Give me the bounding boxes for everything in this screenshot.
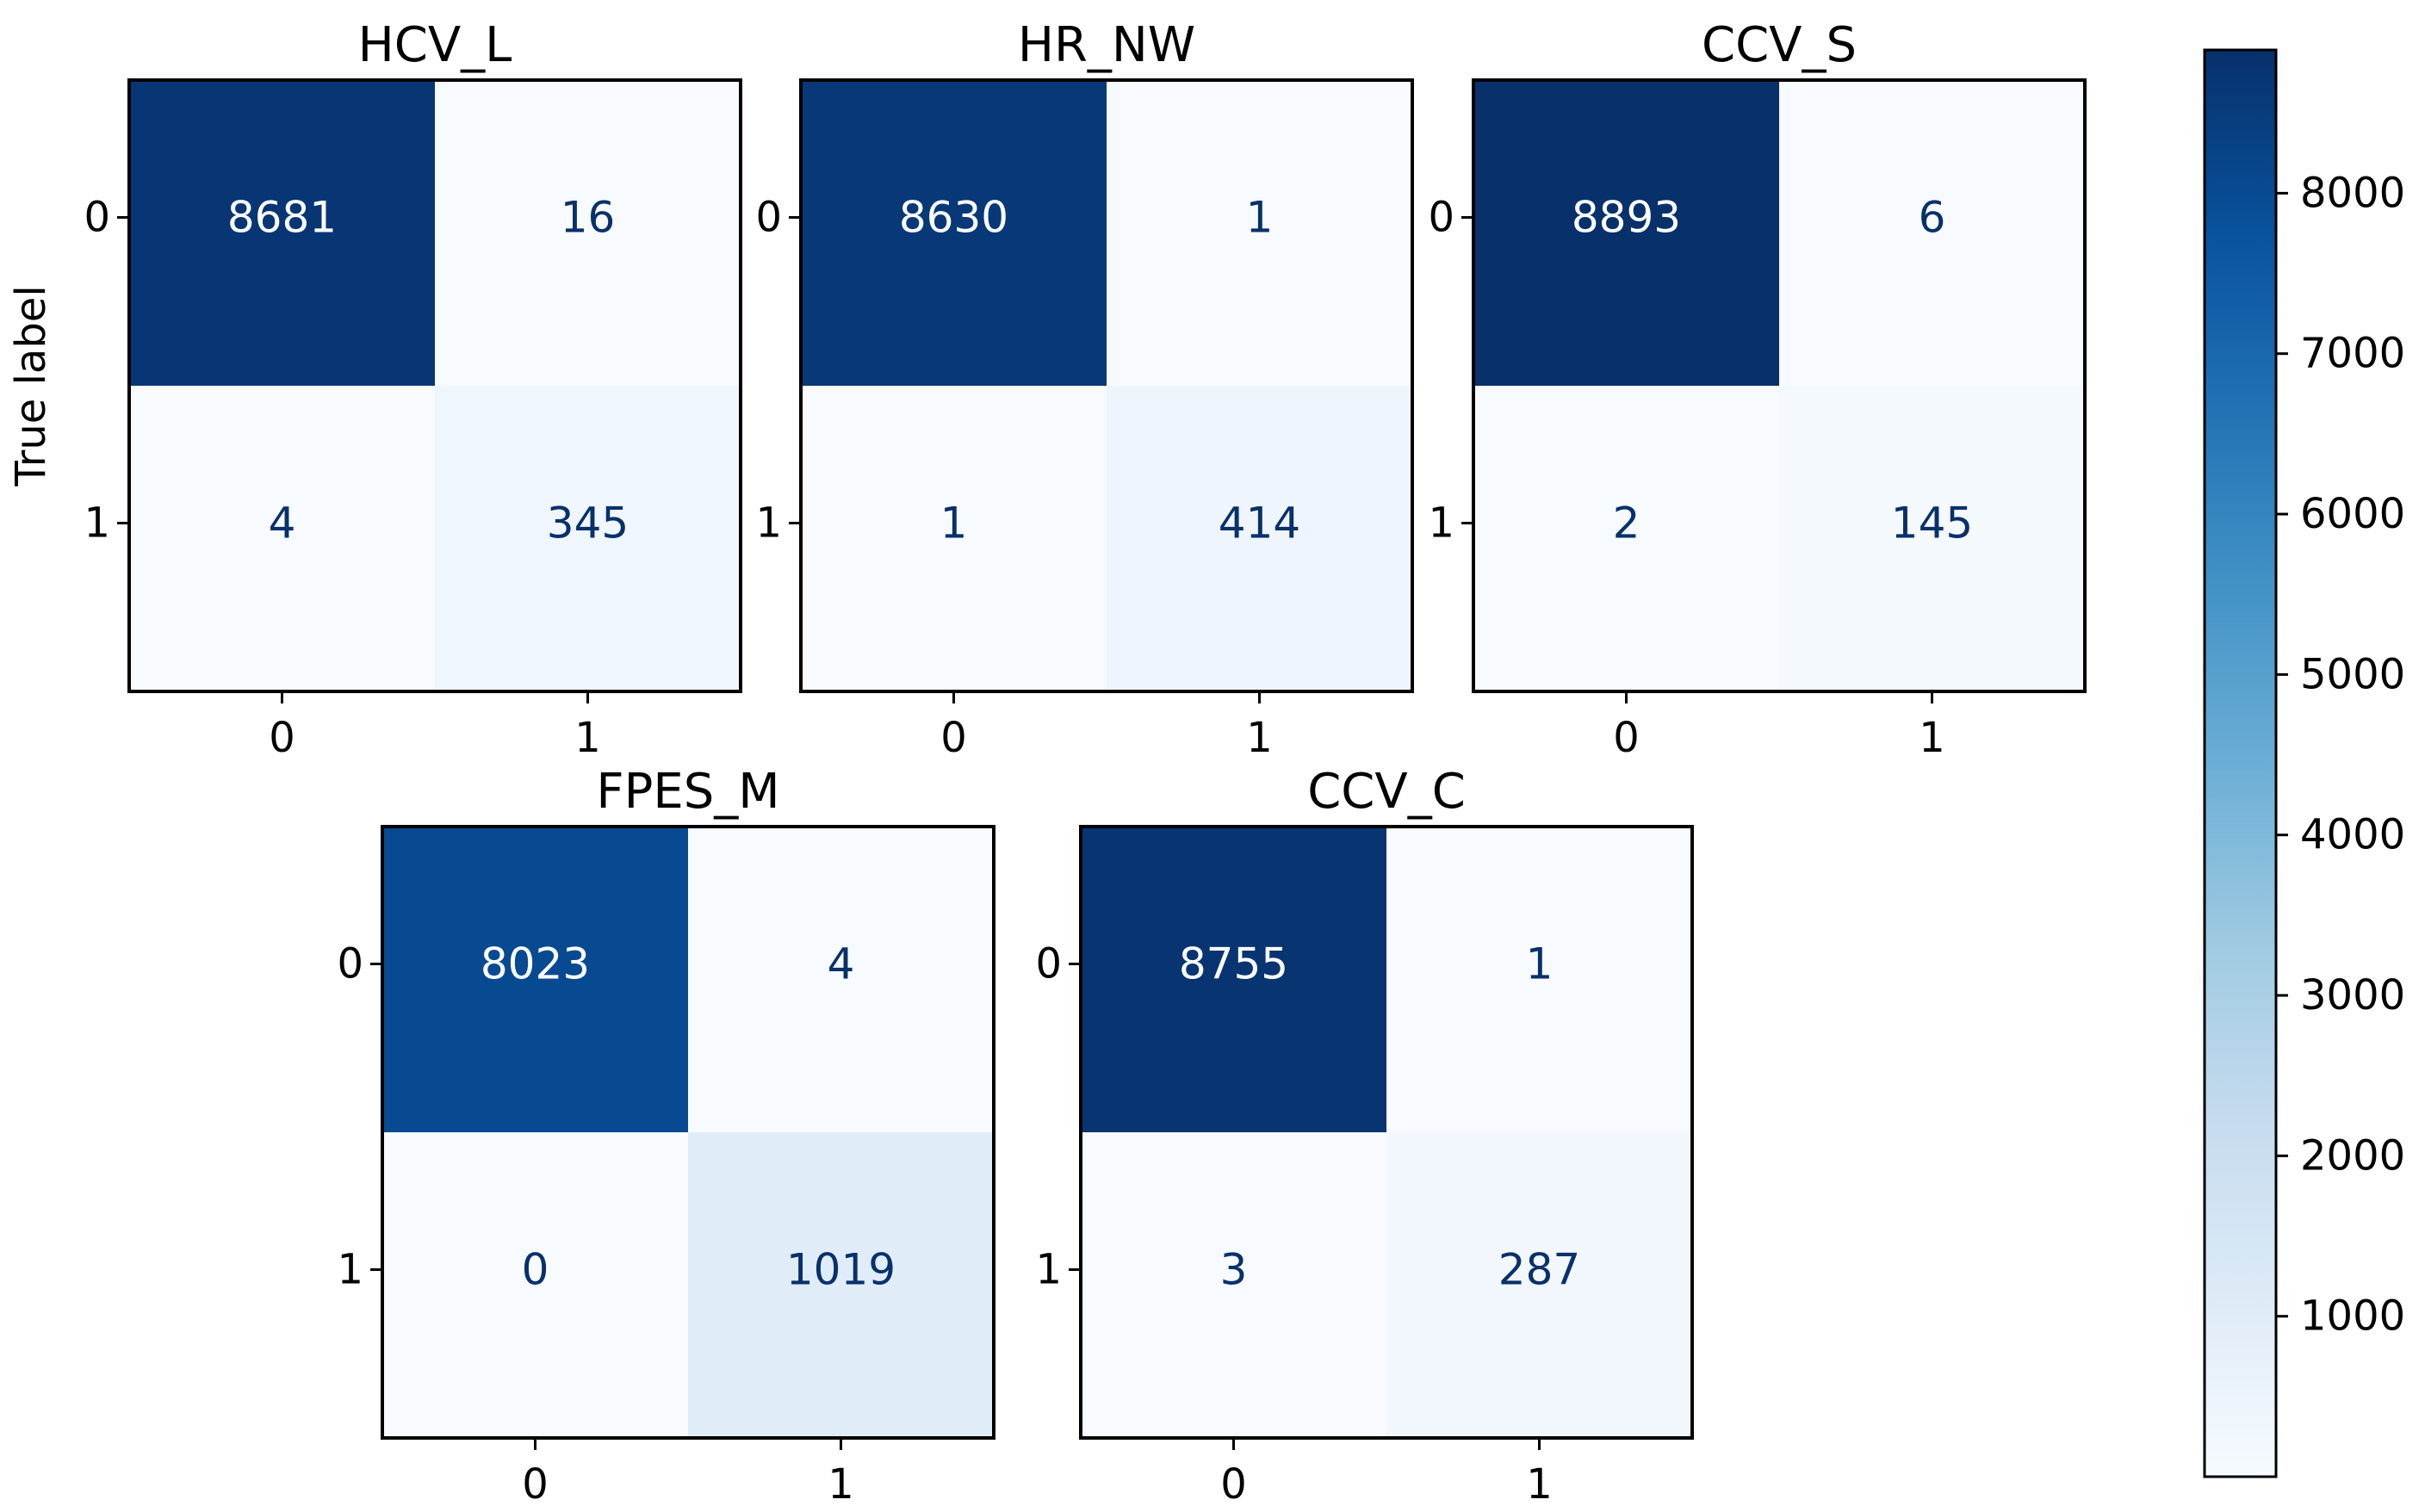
- y-tick-label: 1: [755, 499, 782, 548]
- y-tick-label: 1: [84, 499, 110, 548]
- panel-frame: [799, 78, 1414, 693]
- heatmap-cell: [435, 80, 741, 387]
- panel-frame: [381, 825, 995, 1440]
- x-tick-label: 0: [522, 1460, 549, 1509]
- heatmap-cell: [1779, 80, 2086, 387]
- cell-value-label: 287: [1498, 1245, 1580, 1295]
- panel-title: FPES_M: [596, 764, 779, 820]
- confusion-matrix-panel: HR_NW 8630 1 1 414 0 1 0 1: [755, 17, 1414, 762]
- panel-title: CCV_C: [1307, 764, 1466, 820]
- cell-value-label: 2: [1613, 499, 1640, 548]
- heatmap-cell: [1081, 1132, 1387, 1439]
- y-tick-label: 0: [755, 194, 782, 242]
- colorbar-ticks: 1000 2000 3000 4000 5000 6000 7000 8000: [2276, 169, 2405, 1341]
- cell-value-label: 6: [1919, 193, 1946, 243]
- cell-value-label: 8893: [1572, 193, 1681, 243]
- y-axis-label: True label: [7, 285, 55, 486]
- heatmap-cell: [688, 1132, 995, 1439]
- cell-value-label: 4: [828, 939, 855, 989]
- panel-title: CCV_S: [1702, 17, 1857, 73]
- heatmap-cell: [1779, 386, 2086, 692]
- cell-value-label: 0: [522, 1245, 549, 1295]
- confusion-matrix-panel: CCV_C 8755 1 3 287 0 1 0 1: [1035, 764, 1694, 1509]
- cell-value-label: 414: [1219, 499, 1300, 548]
- panel-title: HR_NW: [1018, 17, 1195, 73]
- heatmap-cell: [1473, 80, 1780, 387]
- panel-frame: [1079, 825, 1694, 1440]
- cell-value-label: 1: [940, 499, 968, 548]
- heatmap-cell: [382, 827, 689, 1133]
- heatmap-cell: [1473, 386, 1780, 692]
- heatmap-cell: [1386, 827, 1693, 1133]
- heatmap-cell: [435, 386, 741, 692]
- y-tick-label: 0: [1428, 194, 1454, 242]
- colorbar-tick-label: 5000: [2300, 650, 2405, 698]
- x-tick-label: 1: [1246, 714, 1273, 762]
- cell-value-label: 1019: [786, 1245, 896, 1295]
- y-tick-label: 0: [337, 940, 363, 988]
- colorbar-tick-label: 3000: [2300, 971, 2405, 1019]
- heatmap-cell: [1107, 386, 1413, 692]
- y-tick-label: 1: [337, 1246, 363, 1294]
- heatmap-cell: [801, 80, 1107, 387]
- cell-value-label: 4: [269, 499, 296, 548]
- y-tick-label: 0: [84, 194, 110, 242]
- confusion-matrix-panel: FPES_M 8023 4 0 1019 0 1 0 1: [337, 764, 995, 1509]
- colorbar-tick-label: 7000: [2300, 330, 2405, 378]
- heatmap-cell: [129, 80, 436, 387]
- x-tick-label: 0: [940, 714, 967, 762]
- colorbar-tick-label: 6000: [2300, 490, 2405, 538]
- cell-value-label: 16: [561, 193, 616, 243]
- colorbar-tick-label: 1000: [2300, 1292, 2405, 1341]
- heatmap-cell: [688, 827, 995, 1133]
- x-tick-label: 1: [574, 714, 601, 762]
- panel-title: HCV_L: [358, 17, 512, 73]
- heatmap-cell: [1081, 827, 1387, 1133]
- cell-value-label: 8755: [1179, 939, 1288, 989]
- cell-value-label: 8630: [899, 193, 1008, 243]
- cell-value-label: 3: [1220, 1245, 1248, 1295]
- x-tick-label: 0: [269, 714, 295, 762]
- heatmap-cell: [801, 386, 1107, 692]
- heatmap-cell: [1107, 80, 1413, 387]
- x-tick-label: 1: [1919, 714, 1945, 762]
- y-tick-label: 0: [1035, 940, 1062, 988]
- cell-value-label: 1: [1246, 193, 1274, 243]
- cell-value-label: 8681: [227, 193, 337, 243]
- y-tick-label: 1: [1428, 499, 1454, 548]
- colorbar: 1000 2000 3000 4000 5000 6000 7000 8000: [2203, 48, 2405, 1478]
- x-tick-label: 0: [1220, 1460, 1247, 1509]
- heatmap-cell: [129, 386, 436, 692]
- x-tick-label: 0: [1613, 714, 1640, 762]
- colorbar-gradient: [2203, 48, 2278, 1478]
- panel-frame: [127, 78, 742, 693]
- colorbar-tick-label: 2000: [2300, 1131, 2405, 1180]
- colorbar-tick-label: 4000: [2300, 811, 2405, 859]
- x-tick-label: 1: [1526, 1460, 1553, 1509]
- confusion-matrix-panel: HCV_L 8681 16 4 345 0 1 0 1: [84, 17, 742, 762]
- x-tick-label: 1: [828, 1460, 854, 1509]
- heatmap-cell: [1386, 1132, 1693, 1439]
- confusion-matrix-panel: CCV_S 8893 6 2 145 0 1 0 1: [1428, 17, 2087, 762]
- colorbar-tick-label: 8000: [2300, 169, 2405, 217]
- cell-value-label: 345: [547, 499, 629, 548]
- y-tick-label: 1: [1035, 1246, 1062, 1294]
- panel-frame: [1472, 78, 2087, 693]
- cell-value-label: 8023: [481, 939, 590, 989]
- heatmap-cell: [382, 1132, 689, 1439]
- cell-value-label: 145: [1891, 499, 1973, 548]
- cell-value-label: 1: [1526, 939, 1554, 989]
